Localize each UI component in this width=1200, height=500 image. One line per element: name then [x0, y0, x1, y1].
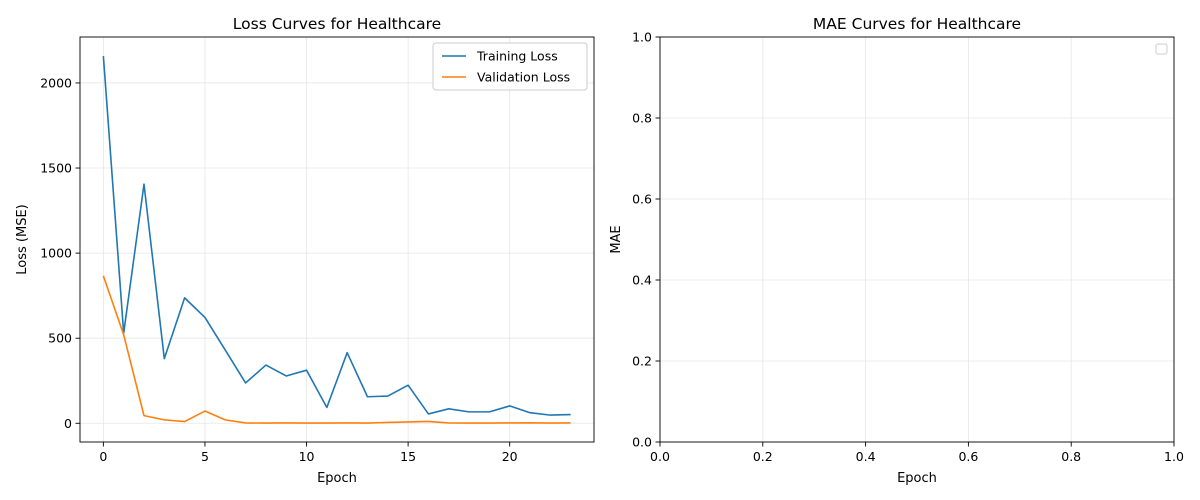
loss-legend: Training Loss Validation Loss [432, 42, 588, 91]
loss-ticks: 0 5 10 15 20 0 500 1000 1500 2000 [40, 75, 518, 464]
loss-x-tick-label: 0 [99, 449, 107, 464]
validation-loss-line [102, 275, 571, 424]
loss-x-tick-label: 15 [400, 449, 416, 464]
mae-axes-frame [659, 36, 1175, 443]
mae-y-tick-label: 0.0 [632, 435, 652, 450]
loss-plot-area [80, 37, 594, 442]
mae-x-tick-label: 0.2 [753, 449, 773, 464]
mae-chart: 0.0 0.2 0.4 0.6 0.8 1.0 0.0 0.2 0.4 0.6 0.8 1.0 MAE… [609, 15, 1184, 486]
loss-y-tick-label: 0 [64, 416, 72, 431]
mae-x-tick-label: 0.6 [958, 449, 978, 464]
mae-y-tick-label: 0.8 [632, 111, 652, 126]
validation-loss-legend-label: Validation Loss [477, 70, 570, 85]
loss-x-axis-label: Epoch [317, 471, 357, 486]
loss-x-tick-label: 20 [502, 449, 518, 464]
mae-y-axis-label: MAE [609, 225, 624, 253]
mae-y-tick-label: 0.4 [632, 273, 652, 288]
training-loss-line [102, 56, 571, 416]
mae-chart-title: MAE Curves for Healthcare [813, 15, 1021, 33]
mae-y-tick-label: 0.2 [632, 354, 652, 369]
mae-x-tick-label: 1.0 [1164, 449, 1184, 464]
training-loss-legend-label: Training Loss [476, 49, 558, 64]
loss-x-tick-label: 5 [201, 449, 209, 464]
loss-y-tick-label: 500 [48, 331, 72, 346]
mae-y-tick-label: 1.0 [632, 30, 652, 45]
loss-y-tick-label: 1000 [40, 246, 72, 261]
loss-y-axis-label: Loss (MSE) [15, 204, 30, 274]
loss-axes-frame [79, 36, 595, 443]
loss-y-tick-label: 2000 [40, 75, 72, 90]
mae-empty-legend [1155, 43, 1168, 55]
loss-lines [102, 56, 571, 424]
mae-x-tick-label: 0.8 [1061, 449, 1081, 464]
loss-chart: 0 5 10 15 20 0 500 1000 1500 2000 Loss Curves for… [15, 15, 595, 486]
loss-chart-title: Loss Curves for Healthcare [233, 15, 441, 33]
loss-x-tick-label: 10 [299, 449, 315, 464]
mae-x-tick-label: 0.0 [650, 449, 670, 464]
mae-x-axis-label: Epoch [897, 471, 937, 486]
loss-y-tick-label: 1500 [40, 161, 72, 176]
mae-y-tick-label: 0.6 [632, 192, 652, 207]
loss-legend-box [432, 42, 588, 91]
mae-plot-area [660, 37, 1174, 442]
mae-x-tick-label: 0.4 [856, 449, 876, 464]
mae-ticks: 0.0 0.2 0.4 0.6 0.8 1.0 0.0 0.2 0.4 0.6 0.8 1.0 [632, 30, 1184, 465]
